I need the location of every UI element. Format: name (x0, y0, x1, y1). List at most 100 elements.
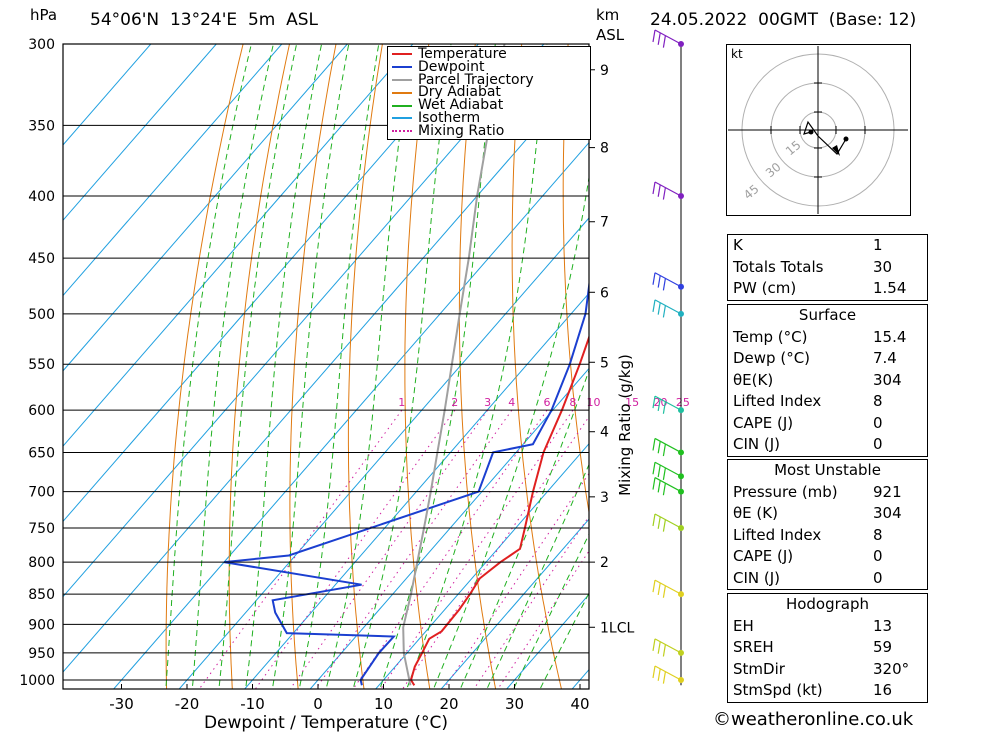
mixing-ratio-label: 10 (587, 396, 601, 409)
legend-item: Wet Adiabat (388, 97, 590, 114)
x-tick-label: 40 (570, 695, 589, 713)
km-tick-label: 4 (600, 425, 609, 441)
stmspd-value: 16 (873, 681, 893, 699)
legend-label: Wet Adiabat (418, 97, 504, 114)
wet-adiabat-line (298, 44, 380, 689)
legend-label: Dry Adiabat (418, 84, 501, 101)
legend-item: Mixing Ratio (388, 122, 590, 139)
km-tick-label: 7 (600, 215, 609, 231)
pw-value: 1.54 (873, 279, 907, 297)
unit-km: km (596, 6, 620, 24)
wind-barb (652, 579, 682, 598)
x-tick-label: -10 (240, 695, 265, 713)
wind-barb (652, 29, 682, 48)
mu-thetae-label: θE (K) (733, 504, 778, 522)
mu-li-label: Lifted Index (733, 525, 822, 544)
mixing-ratio-label: 25 (676, 396, 690, 409)
mixing-ratio-line (254, 409, 456, 689)
indices-table: K 1 Totals Totals 30 PW (cm) 1.54 (727, 234, 928, 301)
x-tick-label: 20 (439, 695, 458, 713)
eh-label: EH (733, 616, 754, 635)
isotherm-line (63, 44, 545, 598)
pw-label: PW (cm) (733, 279, 797, 297)
mu-li-value: 8 (873, 525, 883, 544)
hodograph-table: Hodograph EH 13 SREH 59 StmDir 320° StmSpd … (727, 593, 928, 703)
wet-adiabat-line (406, 44, 548, 689)
wind-barb (652, 638, 682, 657)
legend-label: Mixing Ratio (418, 122, 505, 139)
wet-adiabat-line (459, 368, 589, 689)
mixing-ratio-label: 4 (508, 396, 515, 409)
isotherm-line (113, 141, 589, 689)
location-title: 54°06'N 13°24'E 5m ASL (90, 10, 319, 30)
surface-table: Surface Temp (°C) 15.4 Dewp (°C) 7.4 θE(K)… (727, 304, 928, 457)
pressure-tick-label: 1000 (19, 673, 55, 689)
hodograph-unit: kt (731, 47, 743, 61)
mu-pressure-label: Pressure (mb) (733, 482, 838, 501)
hodograph: kt 15 30 45 (726, 44, 911, 216)
wind-barb (652, 395, 682, 414)
mu-cape-label: CAPE (J) (733, 547, 794, 565)
wet-adiabat-line (325, 44, 414, 689)
km-tick-label: 2 (600, 555, 609, 571)
pressure-tick-label: 600 (28, 403, 55, 419)
legend-item: Dewpoint (388, 58, 590, 75)
legend-swatch (392, 104, 412, 107)
pressure-tick-label: 700 (28, 485, 55, 501)
isotherm-line (309, 367, 589, 689)
wet-adiabat-line (271, 44, 350, 689)
right-axis-label: Mixing Ratio (g/kg) (616, 354, 634, 496)
eh-value: 13 (873, 616, 893, 635)
km-tick-label: 6 (600, 285, 609, 301)
pressure-tick-label: 400 (28, 189, 55, 205)
dry-adiabat-line (986, 44, 1000, 706)
wet-adiabat-line (165, 44, 252, 689)
surface-cape-label: CAPE (J) (733, 413, 794, 432)
km-tick-label: 8 (600, 141, 609, 157)
legend-swatch (392, 66, 412, 69)
dry-adiabat-line (562, 44, 589, 516)
footer-copyright: ©weatheronline.co.uk (713, 709, 914, 730)
mixing-ratio-line (315, 409, 513, 689)
datetime-title: 24.05.2022 00GMT (Base: 12) (650, 10, 917, 30)
isotherm-line (63, 44, 152, 146)
dry-adiabat-line (404, 44, 431, 689)
pressure-tick-label: 350 (28, 118, 55, 134)
isotherm-line (63, 44, 217, 221)
legend-label: Isotherm (418, 109, 481, 126)
isotherm-line (63, 44, 283, 297)
dry-adiabat-line (940, 44, 1000, 706)
mixing-ratio-label: 8 (569, 396, 576, 409)
pressure-tick-label: 750 (28, 521, 55, 537)
legend-swatch (392, 78, 412, 81)
legend-label: Temperature (418, 46, 507, 62)
surface-title: Surface (798, 306, 857, 324)
dry-adiabat-line (347, 44, 383, 689)
surface-cape-value: 0 (873, 413, 883, 432)
pressure-tick-label: 300 (28, 37, 55, 53)
x-tick-label: 30 (505, 695, 524, 713)
pressure-tick-label: 900 (28, 617, 55, 633)
wet-adiabat-line (218, 44, 298, 689)
legend-item: Temperature (388, 46, 590, 62)
legend: Temperature Dewpoint Parcel Trajectory Dry … (387, 46, 591, 140)
wet-adiabat-line (512, 533, 589, 689)
x-axis-label: Dewpoint / Temperature (°C) (204, 713, 448, 733)
pressure-tick-label: 550 (28, 357, 55, 373)
surface-thetae-label: θE(K) (733, 370, 774, 389)
mixing-ratio-label: 15 (625, 396, 639, 409)
most-unstable-table: Most Unstable Pressure (mb) 921 θE (K) 304… (727, 459, 928, 590)
surface-thetae-value: 304 (873, 370, 902, 389)
mixing-ratio-line (380, 409, 574, 689)
wind-barb (652, 437, 682, 457)
stmspd-label: StmSpd (kt) (733, 681, 823, 699)
wet-adiabat-line (486, 463, 589, 689)
wind-barb (652, 299, 682, 318)
mixing-ratio-line (289, 409, 489, 689)
surface-cin-value: 0 (873, 435, 883, 453)
km-tick-label: 3 (600, 490, 609, 506)
surface-dewp-label: Dewp (°C) (733, 349, 811, 367)
wind-barb (652, 272, 682, 291)
legend-label: Dewpoint (418, 58, 485, 75)
k-index-value: 1 (873, 236, 883, 254)
